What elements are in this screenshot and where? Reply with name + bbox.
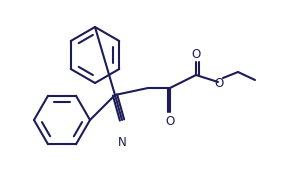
Text: O: O (165, 114, 175, 128)
Text: O: O (191, 48, 201, 61)
Text: O: O (214, 77, 224, 90)
Text: N: N (118, 135, 126, 148)
